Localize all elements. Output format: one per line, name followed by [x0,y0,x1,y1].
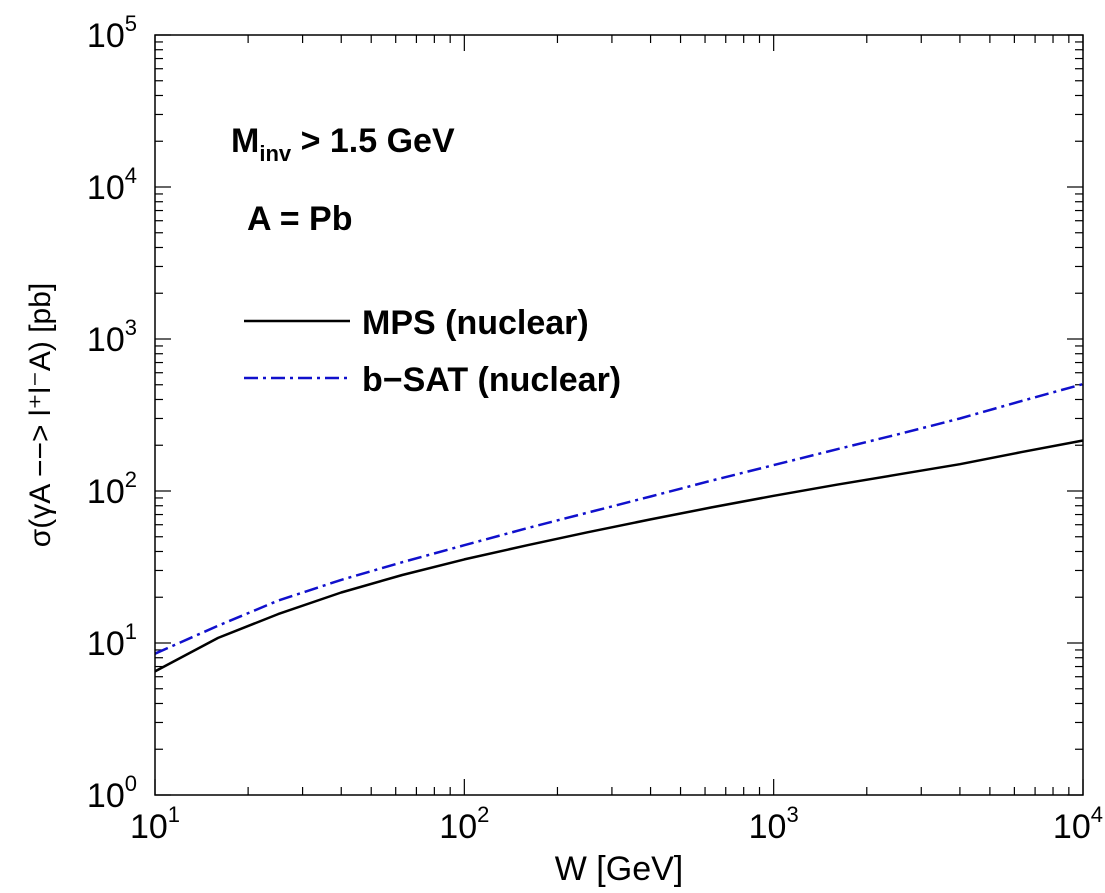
y-tick-label: 105 [87,11,137,55]
x-tick-label: 103 [749,802,799,846]
x-tick-label: 102 [439,802,489,846]
x-tick-label: 104 [1053,802,1103,846]
series-layer [154,382,1084,673]
series-line-1 [154,382,1084,655]
y-tick-label: 100 [87,771,137,815]
y-tick-label-exp: 3 [125,315,137,340]
x-tick-label-base: 10 [130,808,168,846]
x-tick-label-base: 10 [1053,808,1091,846]
y-tick-label-base: 10 [87,625,125,663]
legend-label-mps: MPS (nuclear) [362,304,589,342]
x-tick-label-base: 10 [439,808,477,846]
y-tick-label-base: 10 [87,473,125,511]
y-axis-label: σ(γA −−> l⁺l⁻A) [pb] [24,283,57,547]
y-tick-label: 104 [87,163,137,207]
y-tick-label: 102 [87,467,137,511]
x-tick-label-exp: 1 [168,802,180,827]
x-tick-label-exp: 2 [477,802,489,827]
y-tick-label-exp: 4 [125,163,137,188]
y-tick-label-base: 10 [87,169,125,207]
x-tick-label-exp: 4 [1091,802,1103,827]
annotation-mass-cut-rest: > 1.5 GeV [291,122,455,160]
y-tick-label-exp: 5 [125,11,137,36]
y-tick-label-exp: 0 [125,771,137,796]
y-tick-label-base: 10 [87,17,125,55]
ticks-layer [154,34,1084,796]
x-tick-label-base: 10 [749,808,787,846]
annotation-nucleus: A = Pb [247,200,353,238]
y-tick-label: 101 [87,619,137,663]
annotation-mass-cut: Minv > 1.5 GeV [231,122,455,166]
legend: MPS (nuclear) b−SAT (nuclear) [244,304,621,399]
x-tick-label: 101 [130,802,180,846]
annotation-mass-cut-sub: inv [259,141,292,166]
y-tick-label-exp: 2 [125,467,137,492]
x-axis-label: W [GeV] [555,850,683,888]
legend-label-bsat: b−SAT (nuclear) [362,361,621,399]
y-tick-label-exp: 1 [125,619,137,644]
y-tick-label: 103 [87,315,137,359]
x-tick-label-exp: 3 [786,802,798,827]
annotation-mass-cut-main: M [231,122,259,160]
series-line-0 [154,439,1084,673]
plot-frame [154,34,1084,796]
y-tick-label-base: 10 [87,321,125,359]
y-tick-label-base: 10 [87,777,125,815]
